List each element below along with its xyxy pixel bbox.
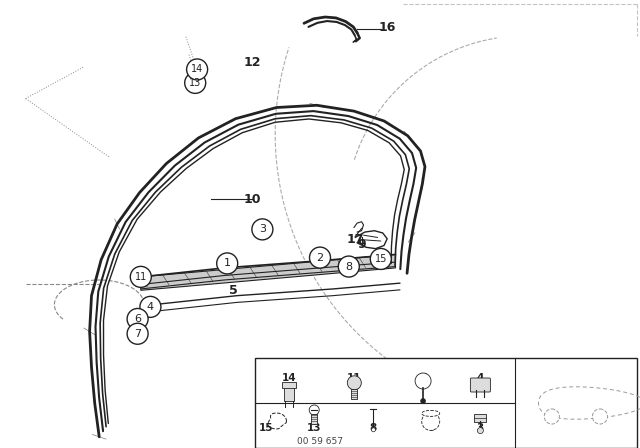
Bar <box>474 414 486 422</box>
Circle shape <box>348 376 362 390</box>
Text: 15: 15 <box>259 423 274 433</box>
Text: 15: 15 <box>374 254 387 264</box>
Text: 11: 11 <box>134 272 147 282</box>
Text: 13: 13 <box>307 423 321 433</box>
Text: 4: 4 <box>147 302 154 312</box>
Circle shape <box>127 309 148 329</box>
Circle shape <box>415 373 431 389</box>
Text: 3: 3 <box>259 224 266 234</box>
Circle shape <box>252 219 273 240</box>
Text: 7: 7 <box>134 329 141 339</box>
Text: 17: 17 <box>346 233 364 246</box>
Text: 2: 2 <box>316 253 324 263</box>
Circle shape <box>217 253 237 274</box>
Circle shape <box>371 428 376 432</box>
Circle shape <box>131 267 151 287</box>
Text: 13: 13 <box>189 78 202 88</box>
Polygon shape <box>141 254 396 290</box>
Text: 4: 4 <box>477 373 484 383</box>
Text: 8: 8 <box>345 262 353 271</box>
Text: 12: 12 <box>244 56 262 69</box>
Circle shape <box>185 73 205 93</box>
Text: 5: 5 <box>229 284 238 297</box>
Circle shape <box>309 405 319 415</box>
Circle shape <box>187 59 207 80</box>
FancyBboxPatch shape <box>470 378 490 392</box>
Text: 3: 3 <box>477 423 484 433</box>
Bar <box>284 388 294 401</box>
Circle shape <box>310 247 330 268</box>
Text: 16: 16 <box>378 21 396 34</box>
Circle shape <box>339 256 359 277</box>
Text: 6: 6 <box>134 314 141 324</box>
Text: 1: 1 <box>224 258 230 268</box>
Circle shape <box>127 323 148 344</box>
Text: 14: 14 <box>191 65 204 74</box>
Bar <box>351 389 357 399</box>
Bar <box>255 358 637 448</box>
Text: 00 59 657: 00 59 657 <box>297 437 343 446</box>
Circle shape <box>593 409 607 424</box>
Text: 6: 6 <box>427 423 435 433</box>
Circle shape <box>420 399 426 404</box>
Text: 7: 7 <box>419 373 427 383</box>
Circle shape <box>371 249 391 269</box>
Text: 10: 10 <box>244 193 262 206</box>
Circle shape <box>477 427 483 434</box>
Text: 9: 9 <box>357 237 366 251</box>
Circle shape <box>544 409 559 424</box>
Ellipse shape <box>422 410 440 416</box>
Text: 8: 8 <box>370 423 377 433</box>
Text: 14: 14 <box>282 373 297 383</box>
Text: 11: 11 <box>347 373 362 383</box>
Bar <box>282 383 296 388</box>
Bar <box>311 414 317 424</box>
Circle shape <box>140 297 161 317</box>
Circle shape <box>422 413 440 431</box>
